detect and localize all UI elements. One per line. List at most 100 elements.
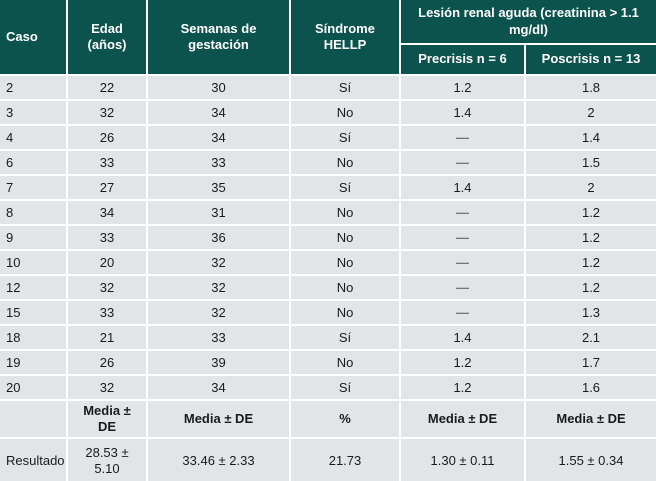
cell-precrisis: 1.2 bbox=[399, 349, 526, 376]
cell-edad: 26 bbox=[66, 124, 148, 151]
cell-precrisis: 1.4 bbox=[399, 99, 526, 126]
cell-hellp: Sí bbox=[289, 74, 401, 101]
table-row: 2 22 30 Sí 1.2 1.8 bbox=[0, 74, 656, 101]
cell-semanas: 32 bbox=[146, 299, 291, 326]
cell-poscrisis: 2 bbox=[523, 99, 656, 126]
table-header: Caso Edad (años) Semanas de gestación Sí… bbox=[0, 0, 656, 76]
cell-poscrisis: 1.3 bbox=[523, 299, 656, 326]
cell-hellp: No bbox=[289, 99, 401, 126]
cell-hellp: 21.73 bbox=[289, 437, 401, 481]
cell-edad: 22 bbox=[66, 74, 148, 101]
table-body: 2 22 30 Sí 1.2 1.8 3 32 34 No 1.4 2 4 26 34 Sí —1.4 6 33 33… bbox=[0, 74, 656, 481]
cell-semanas: 31 bbox=[146, 199, 291, 226]
cell-precrisis: 1.30 ± 0.11 bbox=[399, 437, 526, 481]
table-row: 4 26 34 Sí —1.4 bbox=[0, 124, 656, 151]
cell-hellp: Sí bbox=[289, 174, 401, 201]
summary-row: Media ± DE Media ± DE% Media ± DE Media ± D… bbox=[0, 399, 656, 439]
cell-precrisis: — bbox=[399, 299, 526, 326]
cell-poscrisis: 1.6 bbox=[523, 374, 656, 401]
cell-poscrisis: 1.2 bbox=[523, 249, 656, 276]
cell-edad: 32 bbox=[66, 274, 148, 301]
cell-hellp: No bbox=[289, 149, 401, 176]
cell-precrisis: — bbox=[399, 199, 526, 226]
cell-poscrisis: 1.7 bbox=[523, 349, 656, 376]
cell-precrisis: Media ± DE bbox=[399, 399, 526, 439]
cell-hellp: No bbox=[289, 349, 401, 376]
cell-hellp: No bbox=[289, 224, 401, 251]
cell-edad: 26 bbox=[66, 349, 148, 376]
cell-hellp: No bbox=[289, 249, 401, 276]
cell-edad: 33 bbox=[66, 149, 148, 176]
table-row: 18 21 33 Sí 1.4 2.1 bbox=[0, 324, 656, 351]
cell-caso: Resultado bbox=[0, 437, 68, 481]
cell-hellp: Sí bbox=[289, 324, 401, 351]
cell-poscrisis: 1.4 bbox=[523, 124, 656, 151]
cell-precrisis: — bbox=[399, 224, 526, 251]
cell-caso: 4 bbox=[0, 124, 68, 151]
cell-edad: 27 bbox=[66, 174, 148, 201]
cell-edad: 21 bbox=[66, 324, 148, 351]
cell-precrisis: — bbox=[399, 249, 526, 276]
cell-caso: 3 bbox=[0, 99, 68, 126]
cell-semanas: 33 bbox=[146, 149, 291, 176]
table-row: 15 33 32 No —1.3 bbox=[0, 299, 656, 326]
cell-caso: 8 bbox=[0, 199, 68, 226]
cell-semanas: Media ± DE bbox=[146, 399, 291, 439]
cell-edad: 32 bbox=[66, 374, 148, 401]
cell-caso: 20 bbox=[0, 374, 68, 401]
cell-poscrisis: 1.2 bbox=[523, 224, 656, 251]
header-row-top: Caso Edad (años) Semanas de gestación Sí… bbox=[0, 0, 656, 76]
table-row: 8 34 31 No —1.2 bbox=[0, 199, 656, 226]
cell-hellp: No bbox=[289, 199, 401, 226]
cell-edad: 34 bbox=[66, 199, 148, 226]
cell-poscrisis: 1.5 bbox=[523, 149, 656, 176]
table-row: 9 33 36 No —1.2 bbox=[0, 224, 656, 251]
cell-caso: 10 bbox=[0, 249, 68, 276]
cell-caso: 19 bbox=[0, 349, 68, 376]
table-row: 12 32 32 No —1.2 bbox=[0, 274, 656, 301]
table-row: 19 26 39 No 1.2 1.7 bbox=[0, 349, 656, 376]
header-precrisis: Precrisis n = 6 bbox=[400, 43, 526, 76]
cell-edad: 28.53 ± 5.10 bbox=[66, 437, 148, 481]
cell-edad: 33 bbox=[66, 224, 148, 251]
cell-precrisis: 1.4 bbox=[399, 174, 526, 201]
cell-poscrisis: 2.1 bbox=[523, 324, 656, 351]
cell-hellp: No bbox=[289, 299, 401, 326]
header-row-sub: Precrisis n = 6 Poscrisis n = 13 bbox=[0, 43, 656, 76]
cell-poscrisis: 1.55 ± 0.34 bbox=[523, 437, 656, 481]
cell-precrisis: 1.2 bbox=[399, 74, 526, 101]
cell-hellp: Sí bbox=[289, 374, 401, 401]
table-row: 7 27 35 Sí 1.4 2 bbox=[0, 174, 656, 201]
cell-poscrisis: 1.8 bbox=[523, 74, 656, 101]
cell-semanas: 34 bbox=[146, 374, 291, 401]
cell-poscrisis: 1.2 bbox=[523, 274, 656, 301]
cell-edad: Media ± DE bbox=[66, 399, 148, 439]
cell-caso: 2 bbox=[0, 74, 68, 101]
cell-poscrisis: 1.2 bbox=[523, 199, 656, 226]
cell-caso: 7 bbox=[0, 174, 68, 201]
header-edad: Edad (años) bbox=[66, 0, 148, 76]
cell-semanas: 33 bbox=[146, 324, 291, 351]
header-semanas: Semanas de gestación bbox=[146, 0, 291, 76]
cell-edad: 33 bbox=[66, 299, 148, 326]
cell-precrisis: 1.4 bbox=[399, 324, 526, 351]
cell-caso: 6 bbox=[0, 149, 68, 176]
result-row: Resultado 28.53 ± 5.10 33.46 ± 2.33 21.73 1.… bbox=[0, 437, 656, 481]
cell-precrisis: — bbox=[399, 149, 526, 176]
cell-semanas: 32 bbox=[146, 249, 291, 276]
header-caso: Caso bbox=[0, 0, 68, 76]
cell-poscrisis: 2 bbox=[523, 174, 656, 201]
header-hellp: Síndrome HELLP bbox=[289, 0, 401, 76]
cell-precrisis: — bbox=[399, 124, 526, 151]
cell-precrisis: — bbox=[399, 274, 526, 301]
header-lesion-group: Lesión renal aguda (creatinina > 1.1 mg/… bbox=[398, 0, 656, 45]
cell-edad: 20 bbox=[66, 249, 148, 276]
header-poscrisis: Poscrisis n = 13 bbox=[523, 43, 656, 76]
cell-semanas: 39 bbox=[146, 349, 291, 376]
cell-semanas: 35 bbox=[146, 174, 291, 201]
cell-hellp: No bbox=[289, 274, 401, 301]
cell-semanas: 30 bbox=[146, 74, 291, 101]
cell-hellp: Sí bbox=[289, 124, 401, 151]
